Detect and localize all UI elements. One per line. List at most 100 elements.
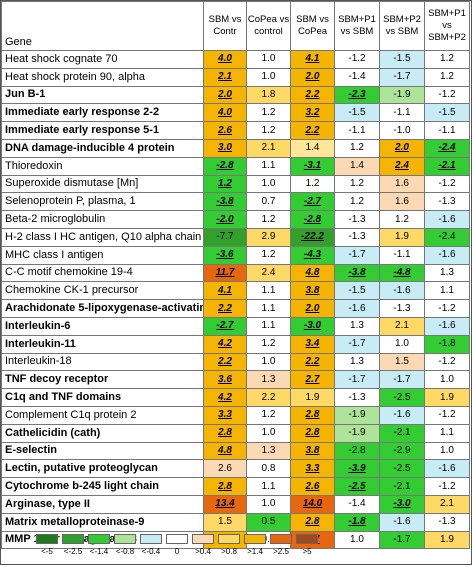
legend-item: <-0.4 (138, 534, 164, 556)
fold-change-cell: 2.8 (290, 405, 335, 425)
fold-change-cell: 1.9 (424, 530, 470, 550)
fold-change-cell: -1.5 (334, 281, 380, 301)
fold-change-cell: 0.8 (246, 459, 291, 479)
column-header: SBM vs CoPea (290, 1, 335, 51)
fold-change-cell: -1.3 (424, 512, 470, 532)
fold-change-cell: 1.9 (379, 227, 425, 247)
gene-name-cell: H-2 class I HC antigen, Q10 alpha chain (1, 227, 204, 247)
fold-change-cell: 1.0 (246, 174, 291, 194)
legend-label: >0.4 (195, 547, 211, 556)
fold-change-cell: 1.0 (334, 530, 380, 550)
legend-item: <-2.5 (60, 534, 86, 556)
legend-label: >1.4 (247, 547, 263, 556)
fold-change-cell: 1.0 (424, 370, 470, 390)
fold-change-cell: 2.2 (246, 388, 291, 407)
table-row: Interleukin-11 4.2 1.2 3.4 -1.7 1.0 -1.8 (1, 334, 470, 354)
fold-change-cell: 1.0 (246, 423, 291, 443)
fold-change-cell: -1.3 (334, 210, 380, 229)
fold-change-cell: 2.2 (290, 352, 335, 372)
fold-change-cell: 2.1 (424, 494, 470, 514)
table-row: C-C motif chemokine 19-4 11.7 2.4 4.8 -3.8 -4… (1, 263, 470, 283)
fold-change-cell: 2.6 (203, 121, 247, 140)
fold-change-cell: -1.4 (334, 494, 380, 514)
fold-change-cell: 1.0 (424, 441, 470, 461)
fold-change-cell: 1.2 (246, 103, 291, 123)
fold-change-cell: -1.6 (379, 405, 425, 425)
legend-swatch (140, 534, 162, 544)
fold-change-cell: 1.3 (424, 263, 470, 283)
fold-change-cell: 11.7 (203, 263, 247, 283)
table-row: Superoxide dismutase [Mn] 1.2 1.0 1.2 1.2 1.6… (1, 174, 470, 194)
fold-change-cell: -1.7 (334, 334, 380, 354)
fold-change-cell: 0.5 (246, 512, 291, 532)
legend-label: <-5 (41, 547, 53, 556)
fold-change-cell: 2.1 (379, 316, 425, 336)
legend-swatch (192, 534, 214, 544)
fold-change-cell: -1.2 (334, 50, 380, 69)
fold-change-cell: 1.2 (246, 245, 291, 265)
fold-change-cell: -1.6 (379, 281, 425, 301)
fold-change-cell: -3.9 (334, 459, 380, 479)
fold-change-cell: 4.2 (203, 334, 247, 354)
fold-change-cell: -2.4 (424, 227, 470, 247)
fold-change-cell: 3.0 (203, 138, 247, 158)
fold-change-cell: -1.5 (424, 103, 470, 123)
fold-change-cell: -2.8 (203, 156, 247, 176)
table-row: Immediate early response 2-2 4.0 1.2 3.2 -1.… (1, 103, 470, 123)
gene-name-cell: Heat shock protein 90, alpha (1, 67, 204, 87)
fold-change-cell: -1.5 (379, 50, 425, 69)
expression-table: Gene SBM vs Contr CoPea vs control SBM v… (1, 1, 470, 550)
fold-change-cell: 1.3 (246, 441, 291, 461)
fold-change-cell: 1.3 (334, 316, 380, 336)
fold-change-cell: -1.2 (424, 352, 470, 372)
fold-change-cell: -1.6 (424, 245, 470, 265)
fold-change-cell: -1.7 (334, 370, 380, 390)
fold-change-cell: -2.7 (290, 192, 335, 212)
gene-name-cell: Arachidonate 5-lipoxygenase-activating (1, 299, 204, 318)
gene-name-cell: Lectin, putative proteoglycan (1, 459, 204, 479)
table-row: E-selectin 4.8 1.3 3.8 -2.8 -2.9 1.0 (1, 441, 470, 461)
fold-change-cell: -1.7 (334, 245, 380, 265)
fold-change-cell: 1.2 (424, 67, 470, 87)
fold-change-cell: -1.3 (379, 299, 425, 318)
fold-change-cell: 13.4 (203, 494, 247, 514)
table-row: Selenoprotein P, plasma, 1 -3.8 0.7 -2.7 1.2… (1, 192, 470, 212)
table-row: DNA damage-inducible 4 protein 3.0 2.1 1.4 1… (1, 138, 470, 158)
table-row: Complement C1q protein 2 3.3 1.2 2.8 -1.9 -1.… (1, 405, 470, 425)
table-row: Matrix metalloproteinase-9 1.5 0.5 2.8 -1.8-… (1, 512, 470, 532)
fold-change-cell: 4.2 (203, 388, 247, 407)
fold-change-cell: 2.0 (290, 67, 335, 87)
fold-change-cell: -2.3 (334, 85, 380, 105)
column-header: SBM+P1 vs SBM (334, 1, 380, 51)
table-row: Beta-2 microglobulin -2.0 1.2 -2.8 -1.3 1.2 -1… (1, 210, 470, 229)
fold-change-cell: -7.7 (203, 227, 247, 247)
fold-change-cell: 2.4 (379, 156, 425, 176)
gene-name-cell: Jun B-1 (1, 85, 204, 105)
fold-change-cell: 1.1 (246, 316, 291, 336)
fold-change-cell: -1.9 (379, 85, 425, 105)
table-row: Chemokine CK-1 precursor 4.1 1.1 3.8 -1.5 -1.… (1, 281, 470, 301)
fold-change-cell: 1.1 (246, 156, 291, 176)
fold-change-cell: 2.8 (290, 512, 335, 532)
legend-swatch (36, 534, 58, 544)
legend-item: <-5 (34, 534, 60, 556)
fold-change-cell: -2.1 (379, 423, 425, 443)
fold-change-cell: -1.8 (424, 334, 470, 354)
legend-label: <-1.4 (89, 547, 109, 556)
table-row: Cathelicidin (cath) 2.8 1.0 2.8 -1.9 -2.1 1.1 (1, 423, 470, 443)
fold-change-cell: 1.0 (246, 67, 291, 87)
fold-change-cell: 4.8 (203, 441, 247, 461)
table-row: Heat shock protein 90, alpha 2.1 1.0 2.0 -1.… (1, 67, 470, 87)
gene-name-cell: TNF decoy receptor (1, 370, 204, 390)
legend-swatch (244, 534, 266, 544)
gene-name-cell: Heat shock cognate 70 (1, 50, 204, 69)
fold-change-cell: 1.9 (424, 388, 470, 407)
legend-item: >1.4 (242, 534, 268, 556)
fold-change-cell: -2.8 (334, 441, 380, 461)
table-row: TNF decoy receptor 3.6 1.3 2.7 -1.7 -1.7 1.0 (1, 370, 470, 390)
fold-change-cell: 3.4 (290, 334, 335, 354)
fold-change-cell: 1.2 (246, 334, 291, 354)
fold-change-cell: -1.6 (424, 459, 470, 479)
table-row: Cytochrome b-245 light chain 2.8 1.1 2.6 -2.… (1, 477, 470, 496)
fold-change-cell: 1.6 (379, 192, 425, 212)
